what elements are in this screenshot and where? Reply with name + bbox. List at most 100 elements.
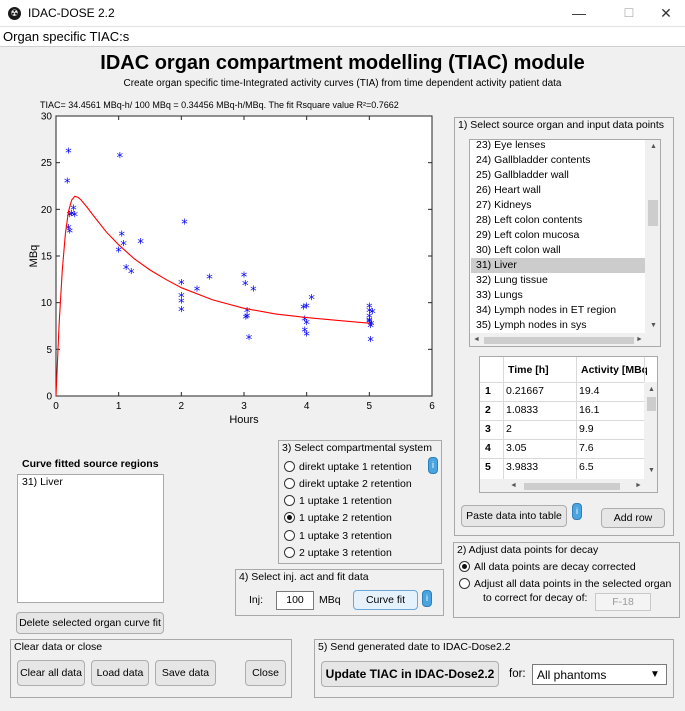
scroll-arrow-icon[interactable]: ◄ xyxy=(510,482,517,489)
organ-list-item[interactable]: 35) Lymph nodes in sys xyxy=(476,319,587,331)
y-tick-label: 5 xyxy=(46,345,52,356)
compartment-info-icon[interactable]: i xyxy=(428,457,438,474)
curve-regions-listbox[interactable]: 31) Liver xyxy=(17,474,164,603)
organ-list-item[interactable]: 33) Lungs xyxy=(476,289,523,301)
table-cell[interactable]: 7.6 xyxy=(579,442,594,454)
load-data-button[interactable]: Load data xyxy=(91,660,149,686)
table-cell[interactable]: 19.4 xyxy=(579,385,600,397)
table-row-header[interactable]: 1 xyxy=(485,385,491,397)
organ-list-item[interactable]: 27) Kidneys xyxy=(476,199,532,211)
table-cell[interactable]: 9.9 xyxy=(579,423,594,435)
scroll-arrow-icon[interactable]: ▲ xyxy=(648,386,655,393)
scroll-arrow-icon[interactable]: ▼ xyxy=(648,467,655,474)
curve-region-item[interactable]: 31) Liver xyxy=(22,476,63,488)
radio-icon[interactable] xyxy=(284,461,295,472)
scroll-arrow-icon[interactable]: ► xyxy=(635,482,642,489)
table-cell[interactable]: 0.21667 xyxy=(506,385,544,397)
radio-icon[interactable] xyxy=(284,478,295,489)
y-tick-label: 25 xyxy=(41,158,53,169)
delete-curve-fit-button[interactable]: Delete selected organ curve fit xyxy=(16,612,164,634)
paste-info-icon[interactable]: i xyxy=(572,503,582,520)
update-tiac-button[interactable]: Update TIAC in IDAC-Dose2.2 xyxy=(321,661,499,687)
data-points-table[interactable]: Time [h] Activity [MBq] 1 0.21667 19.4 2 1.083… xyxy=(479,356,658,493)
data-point: * xyxy=(366,316,373,331)
x-tick-label: 3 xyxy=(241,401,247,412)
clear-all-button[interactable]: Clear all data xyxy=(17,660,85,686)
scroll-arrow-icon[interactable]: ▲ xyxy=(650,143,657,150)
table-cell[interactable]: 16.1 xyxy=(579,404,600,416)
radio-icon[interactable] xyxy=(284,530,295,541)
data-point: * xyxy=(302,314,309,329)
organ-list-item[interactable]: 28) Left colon contents xyxy=(476,214,583,226)
data-point: * xyxy=(244,306,251,321)
organ-list-vscroll-thumb[interactable] xyxy=(648,200,658,226)
scroll-arrow-icon[interactable]: ◄ xyxy=(473,336,480,343)
add-row-button[interactable]: Add row xyxy=(601,508,665,528)
organ-list-item[interactable]: 24) Gallbladder contents xyxy=(476,154,591,166)
save-data-button[interactable]: Save data xyxy=(155,660,216,686)
table-column-header[interactable]: Activity [MBq] xyxy=(581,364,647,376)
table-row-header[interactable]: 2 xyxy=(485,404,491,416)
table-row-header[interactable]: 4 xyxy=(485,442,491,454)
inj-activity-input[interactable]: 100 xyxy=(276,591,314,610)
table-row-header[interactable]: 3 xyxy=(485,423,491,435)
organ-list-item[interactable]: 30) Left colon wall xyxy=(476,244,561,256)
isotope-input[interactable]: F-18 xyxy=(595,593,651,611)
paste-data-button[interactable]: Paste data into table xyxy=(461,505,567,527)
organ-list-item[interactable]: 31) Liver xyxy=(471,258,645,273)
phantom-select[interactable]: All phantoms ▼ xyxy=(532,664,667,685)
compartment-option-4[interactable]: 1 uptake 2 retention xyxy=(284,512,392,524)
close-button[interactable]: Close xyxy=(245,660,286,686)
organ-list-item[interactable]: 34) Lymph nodes in ET region xyxy=(476,304,617,316)
organ-list-item[interactable]: 26) Heart wall xyxy=(476,184,541,196)
table-cell[interactable]: 6.5 xyxy=(579,461,594,473)
organ-list-item[interactable]: 29) Left colon mucosa xyxy=(476,229,580,241)
organ-list-vscrollbar[interactable] xyxy=(645,140,660,333)
curve-fit-info-icon[interactable]: i xyxy=(422,590,432,607)
organ-listbox[interactable]: 23) Eye lenses 24) Gallbladder contents 25… xyxy=(469,139,661,347)
data-point: * xyxy=(65,146,72,161)
radio-selected-icon[interactable] xyxy=(459,561,470,572)
y-axis-label: MBq xyxy=(28,245,40,268)
window-title: IDAC-DOSE 2.2 xyxy=(28,6,115,20)
table-column-header[interactable]: Time [h] xyxy=(508,364,549,376)
organ-list-item[interactable]: 23) Eye lenses xyxy=(476,139,546,151)
radio-icon[interactable] xyxy=(284,547,295,558)
data-point: * xyxy=(120,239,127,254)
table-cell[interactable]: 3.05 xyxy=(506,442,527,454)
table-vscroll-thumb[interactable] xyxy=(647,397,656,411)
minimize-button[interactable]: — xyxy=(572,5,586,21)
compartment-option-6[interactable]: 2 uptake 3 retention xyxy=(284,547,392,559)
organ-list-item[interactable]: 32) Lung tissue xyxy=(476,274,548,286)
radio-icon[interactable] xyxy=(284,495,295,506)
compartment-option-2[interactable]: direkt uptake 2 retention xyxy=(284,478,412,490)
organ-list-hscroll-thumb[interactable] xyxy=(484,337,634,344)
compartment-option-5[interactable]: 1 uptake 3 retention xyxy=(284,530,392,542)
table-cell[interactable]: 3.9833 xyxy=(506,461,539,473)
send-panel: 5) Send generated date to IDAC-Dose2.2 f… xyxy=(314,639,674,698)
compartment-option-1[interactable]: direkt uptake 1 retention xyxy=(284,461,412,473)
y-tick-label: 20 xyxy=(41,205,53,216)
scroll-arrow-icon[interactable]: ▼ xyxy=(650,322,657,329)
data-point: * xyxy=(115,245,122,260)
compartment-option-3[interactable]: 1 uptake 1 retention xyxy=(284,495,392,507)
close-window-button[interactable]: ✕ xyxy=(660,5,672,21)
scroll-arrow-icon[interactable]: ► xyxy=(636,336,643,343)
compartment-panel: 3) Select compartmental system direkt up… xyxy=(278,440,442,564)
radio-icon[interactable] xyxy=(459,578,470,589)
decay-option-corrected[interactable]: All data points are decay corrected xyxy=(459,561,636,573)
maximize-button[interactable]: ☐ xyxy=(623,6,635,20)
data-point: * xyxy=(241,271,248,286)
curve-fit-button[interactable]: Curve fit xyxy=(353,590,418,610)
table-row-header[interactable]: 5 xyxy=(485,461,491,473)
menu-organ-tiacs[interactable]: Organ specific TIAC:s xyxy=(3,29,130,44)
table-hscroll-thumb[interactable] xyxy=(524,483,620,490)
table-cell[interactable]: 2 xyxy=(506,423,512,435)
data-point: * xyxy=(244,312,251,327)
data-point: * xyxy=(178,305,185,320)
decay-option-adjust[interactable]: Adjust all data points in the selected o… xyxy=(459,578,671,590)
radio-selected-icon[interactable] xyxy=(284,512,295,523)
organ-list-item[interactable]: 25) Gallbladder wall xyxy=(476,169,569,181)
chevron-down-icon[interactable]: ▼ xyxy=(650,669,660,680)
table-cell[interactable]: 1.0833 xyxy=(506,404,539,416)
